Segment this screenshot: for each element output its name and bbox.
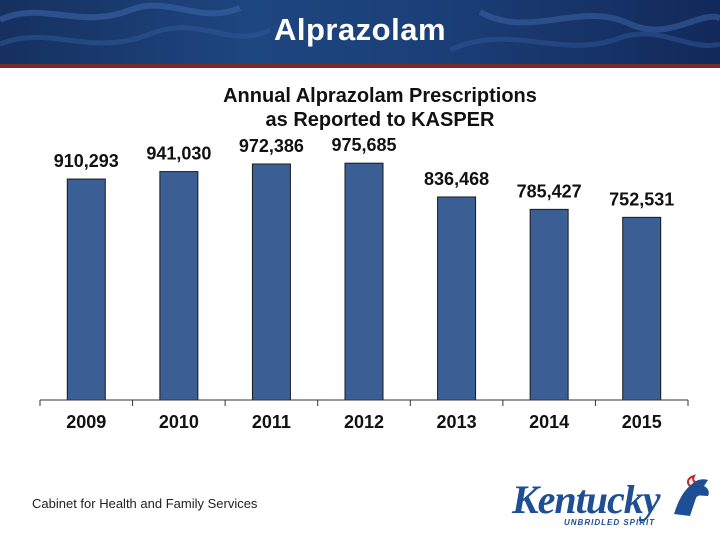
bar-2009 [66, 178, 106, 401]
bar-2011 [251, 163, 291, 401]
bar-2014 [529, 208, 569, 401]
header-banner: Alprazolam [0, 0, 720, 64]
bar-2015 [622, 216, 662, 401]
horse-head-icon [674, 474, 709, 516]
bar-2010 [159, 171, 199, 401]
tick-label-2013: 2013 [437, 412, 477, 432]
data-label-2015: 752,531 [609, 189, 674, 209]
data-label-2012: 975,685 [331, 135, 396, 155]
tick-label-2009: 2009 [66, 412, 106, 432]
kentucky-logo: Kentucky UNBRIDLED SPIRIT [508, 472, 714, 536]
tick-label-2015: 2015 [622, 412, 662, 432]
logo-tagline: UNBRIDLED SPIRIT [564, 518, 656, 527]
tick-label-2014: 2014 [529, 412, 569, 432]
tick-label-2010: 2010 [159, 412, 199, 432]
data-label-2009: 910,293 [54, 151, 119, 171]
data-label-2011: 972,386 [239, 136, 304, 156]
header-divider [0, 64, 720, 68]
data-label-2013: 836,468 [424, 169, 489, 189]
chart-title: Annual Alprazolam Prescriptions as Repor… [130, 84, 630, 132]
tick-label-2012: 2012 [344, 412, 384, 432]
data-label-2014: 785,427 [517, 181, 582, 201]
logo-wordmark: Kentucky [512, 477, 661, 522]
slide-title: Alprazolam [273, 12, 447, 47]
footer-department: Cabinet for Health and Family Services [32, 496, 258, 511]
bar-2012 [344, 162, 384, 401]
decorative-swirl-icon [0, 2, 720, 53]
chart-title-line-1: Annual Alprazolam Prescriptions [223, 85, 537, 107]
bar-2013 [437, 196, 477, 401]
data-label-2010: 941,030 [146, 144, 211, 164]
chart-title-line-2: as Reported to KASPER [265, 109, 495, 131]
tick-label-2011: 2011 [252, 412, 291, 432]
